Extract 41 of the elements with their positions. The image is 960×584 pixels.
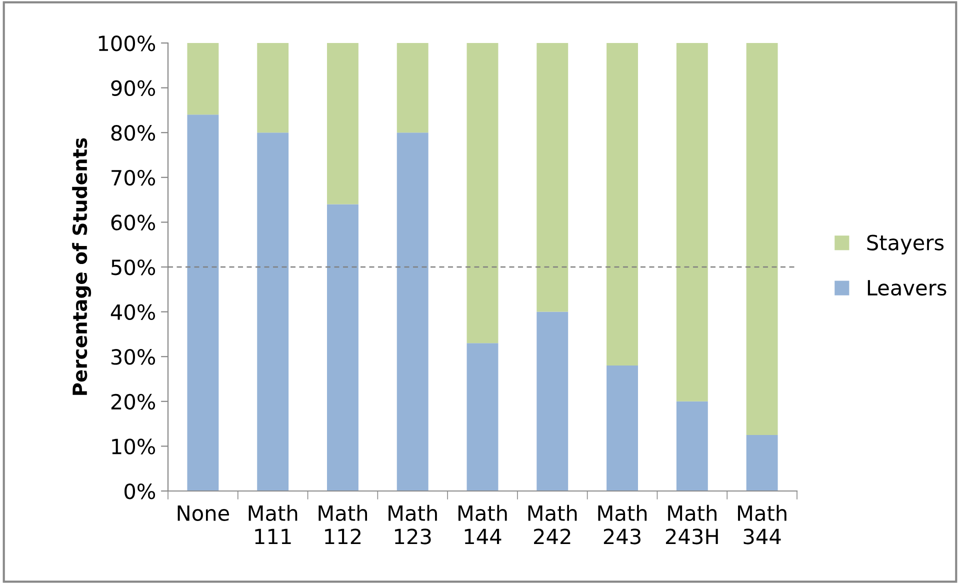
bar <box>536 312 568 491</box>
bar <box>466 43 498 344</box>
bar <box>326 43 358 204</box>
y-tick-label: 0% <box>124 483 156 500</box>
bar <box>396 132 428 491</box>
y-tick-label: 80% <box>111 125 156 141</box>
y-axis-title: Percentage of Students <box>72 138 92 395</box>
bar <box>257 43 289 133</box>
x-tick-label: Math 344 <box>738 504 786 544</box>
y-tick-label: 30% <box>111 349 156 365</box>
y-tick-label: 60% <box>111 214 156 230</box>
bar <box>187 43 219 115</box>
bar <box>466 343 498 491</box>
bar <box>396 43 428 133</box>
bar <box>326 204 358 491</box>
y-tick-label: 100% <box>98 35 156 52</box>
x-tick-label: None <box>178 506 230 522</box>
legend-label: Stayers <box>867 234 944 254</box>
bar <box>676 401 708 491</box>
bar <box>606 366 638 491</box>
x-tick-label: Math 242 <box>528 504 577 544</box>
legend-label: Leavers <box>868 280 946 296</box>
bar <box>187 114 219 491</box>
y-tick-label: 90% <box>111 80 156 96</box>
bar <box>676 43 708 402</box>
bar <box>257 132 289 491</box>
y-tick-label: 10% <box>112 438 156 454</box>
x-tick-label: Math 144 <box>458 504 507 544</box>
x-tick-label: Math 243H <box>666 504 718 544</box>
x-tick-label: Math 243 <box>598 504 647 544</box>
y-tick-label: 40% <box>110 304 156 320</box>
bar <box>536 43 568 312</box>
y-tick-label: 70% <box>112 170 156 186</box>
x-tick-label: Math 111 <box>248 504 298 544</box>
bar <box>606 43 638 366</box>
x-tick-label: Math 123 <box>388 504 437 544</box>
y-tick-label: 50% <box>111 259 156 276</box>
bar <box>746 43 778 435</box>
x-tick-label: Math 112 <box>318 504 368 544</box>
bar <box>746 435 778 491</box>
y-tick-label: 20% <box>111 394 156 410</box>
